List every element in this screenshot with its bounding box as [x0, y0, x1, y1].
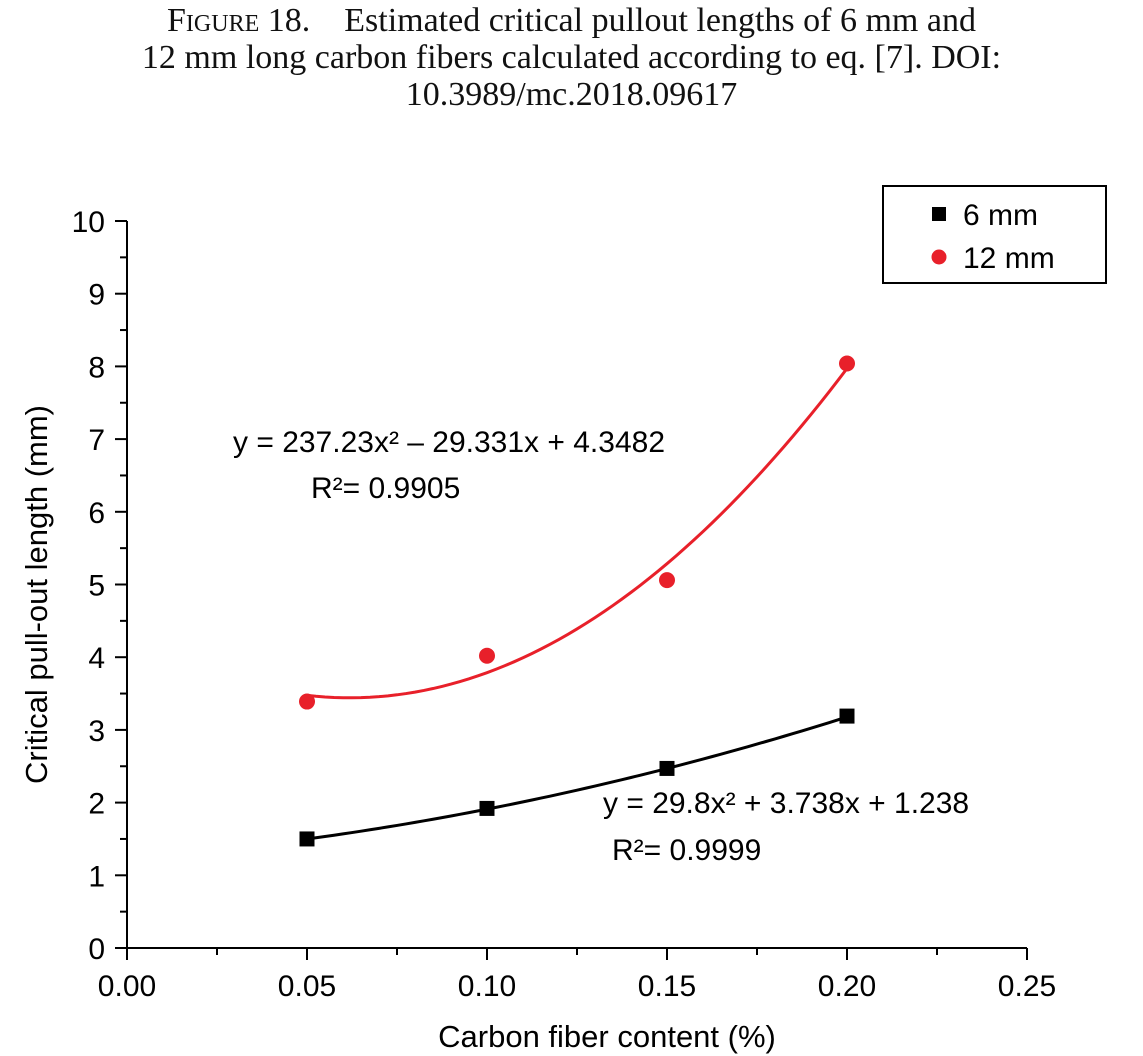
r2-12mm: R²= 0.9905 — [311, 472, 460, 505]
data-point-circle — [479, 647, 495, 664]
y-tick-label: 7 — [88, 424, 105, 457]
legend-label: 12 mm — [963, 242, 1055, 275]
x-tick-label: 0.15 — [638, 970, 696, 1003]
y-axis-label: Critical pull-out length (mm) — [19, 405, 54, 784]
y-tick-label: 3 — [88, 715, 105, 748]
data-point-square — [479, 800, 495, 816]
data-point-circle — [659, 572, 675, 589]
equation-12mm: y = 237.23x² – 29.331x + 4.3482 — [233, 426, 665, 459]
y-tick-label: 8 — [88, 351, 105, 384]
legend: 6 mm 12 mm — [882, 185, 1107, 284]
y-tick-label: 1 — [88, 860, 105, 893]
data-points — [299, 355, 855, 847]
fit-curves — [306, 367, 849, 841]
y-tick-label: 9 — [88, 279, 105, 312]
legend-box — [882, 185, 1107, 284]
data-point-square — [659, 760, 675, 776]
y-tick-label: 6 — [88, 497, 105, 530]
equation-6mm: y = 29.8x² + 3.738x + 1.238 — [603, 787, 969, 820]
fit-curve-6-mm — [306, 715, 848, 841]
x-axis-label: Carbon fiber content (%) — [438, 1019, 776, 1054]
x-tick-label: 0.20 — [818, 970, 876, 1003]
x-tick-label: 0.00 — [98, 970, 156, 1003]
annotations: y = 237.23x² – 29.331x + 4.3482 R²= 0.990… — [233, 426, 969, 867]
legend-marker-square — [932, 207, 946, 221]
caption-line-3: 10.3989/mc.2018.09617 — [405, 76, 738, 113]
y-tick-label: 0 — [88, 933, 105, 966]
data-point-circle — [299, 693, 315, 710]
legend-label: 6 mm — [963, 199, 1038, 232]
data-point-circle — [839, 355, 855, 372]
r2-6mm: R²= 0.9999 — [612, 834, 761, 867]
caption-line-1: Estimated critical pullout lengths of 6 … — [344, 2, 976, 39]
x-tick-label: 0.10 — [458, 970, 516, 1003]
legend-marker-circle — [931, 249, 947, 265]
fit-curve-12-mm — [306, 367, 849, 700]
figure-label: Figure 18. — [167, 2, 311, 39]
data-point-square — [299, 831, 315, 847]
data-point-square — [839, 708, 855, 724]
axes: 0.00 0.05 0.10 0.15 0.20 0.25 0 1 2 3 4 5 6 7 8 9 10 Carb… — [19, 206, 1056, 1054]
y-tick-label: 10 — [72, 206, 105, 239]
y-tick-label: 4 — [88, 642, 105, 675]
y-tick-label: 2 — [88, 788, 105, 821]
x-tick-label: 0.05 — [278, 970, 336, 1003]
x-tick-label: 0.25 — [998, 970, 1056, 1003]
caption-line-2: 12 mm long carbon fibers calculated acco… — [141, 39, 1002, 76]
figure-caption: Figure 18. Estimated critical pullout le… — [0, 2, 1143, 113]
y-tick-label: 5 — [88, 570, 105, 603]
